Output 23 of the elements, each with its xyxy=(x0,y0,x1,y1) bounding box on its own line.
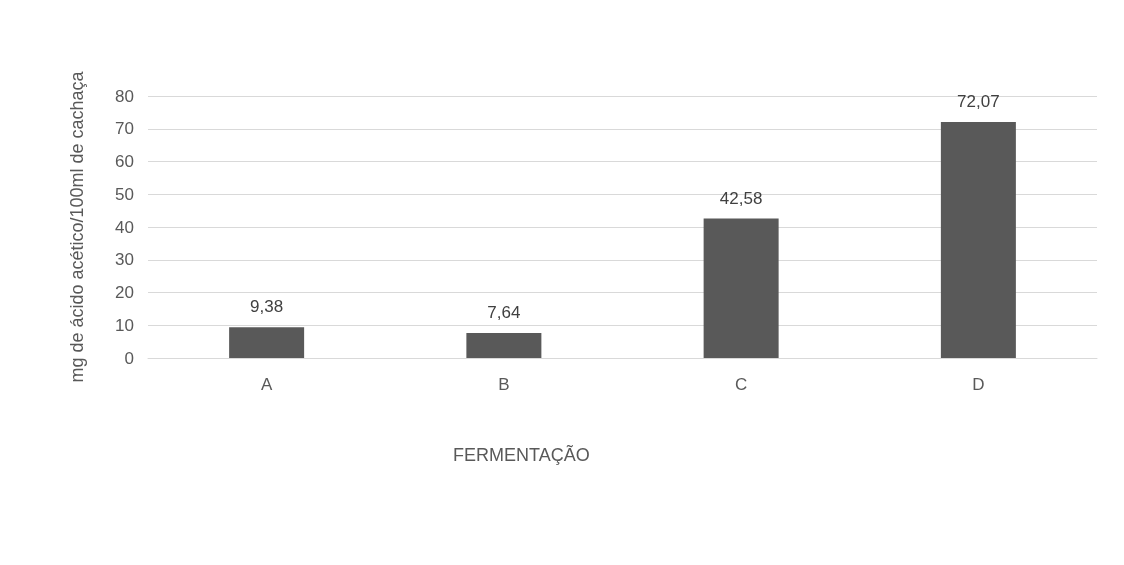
y-tick-label: 80 xyxy=(115,86,134,106)
y-axis-title: mg de ácido acético/100ml de cachaça xyxy=(67,70,87,383)
data-label: 7,64 xyxy=(487,302,521,322)
x-tick-label: A xyxy=(260,375,273,394)
y-tick-label: 50 xyxy=(115,184,134,204)
y-tick-label: 10 xyxy=(115,315,134,335)
data-label: 42,58 xyxy=(719,188,763,208)
x-tick-label: C xyxy=(734,375,748,394)
y-tick-label: 60 xyxy=(115,152,134,171)
x-axis-title: FERMENTAÇÃO xyxy=(453,444,590,465)
x-tick-label: B xyxy=(498,375,510,394)
y-tick-label: 40 xyxy=(115,217,134,237)
y-tick-label: 30 xyxy=(115,250,134,270)
y-tick-label: 0 xyxy=(124,348,134,368)
bar xyxy=(229,327,305,358)
bar xyxy=(466,332,542,358)
data-label: 9,38 xyxy=(250,297,284,317)
bar xyxy=(703,218,779,358)
y-tick-label: 70 xyxy=(115,119,134,139)
y-tick-label: 20 xyxy=(115,283,134,302)
bar xyxy=(940,121,1016,358)
data-label: 72,07 xyxy=(957,91,1000,111)
x-tick-label: D xyxy=(972,375,985,394)
